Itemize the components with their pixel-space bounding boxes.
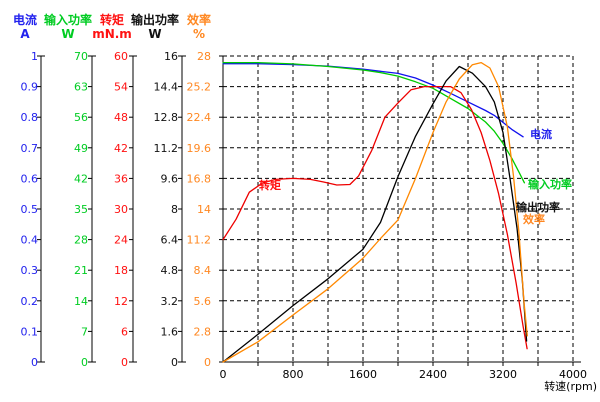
axis-header-torque: 转矩 mN.m [72,13,152,41]
y-tick-label-input_power: 14 [74,295,88,308]
axis-header-input-power: 输入功率 W [28,13,108,41]
y-tick-label-input_power: 56 [74,111,88,124]
x-tick-label: 1600 [349,368,377,381]
y-tick-label-efficiency: 16.8 [187,172,212,185]
axis-unit-output-power: W [148,27,162,41]
y-tick-label-output_power: 3.2 [161,295,179,308]
y-tick-label-efficiency: 0 [204,356,211,369]
y-tick-label-torque: 24 [114,234,128,247]
y-tick-label-output_power: 1.6 [161,325,179,338]
y-tick-label-current: 0.2 [21,295,39,308]
y-tick-label-current: 0.7 [21,142,39,155]
x-tick-label: 800 [283,368,304,381]
y-tick-label-output_power: 11.2 [154,142,179,155]
y-tick-label-efficiency: 8.4 [194,264,212,277]
axis-name-output-power: 输出功率 [130,13,179,27]
y-tick-label-torque: 0 [121,356,128,369]
axis-name-efficiency: 效率 [186,13,211,27]
axis-name-input-power: 输入功率 [43,13,92,27]
y-tick-label-current: 0.8 [21,111,39,124]
curve-label-input_power: 输入功率 [528,177,572,191]
y-tick-label-input_power: 28 [74,234,88,247]
y-tick-label-efficiency: 28 [197,50,211,63]
x-tick-label: 0 [220,368,227,381]
x-axis-title: 转速(rpm) [544,379,597,393]
y-tick-label-output_power: 9.6 [161,172,179,185]
y-tick-label-torque: 18 [114,264,128,277]
y-tick-label-input_power: 49 [74,142,88,155]
y-tick-label-efficiency: 2.8 [194,325,212,338]
y-tick-label-efficiency: 22.4 [187,111,212,124]
y-tick-label-torque: 42 [114,142,128,155]
series-curve-output_power [222,65,528,363]
y-tick-label-torque: 30 [114,203,128,216]
y-tick-label-input_power: 70 [74,50,88,63]
y-tick-label-current: 0.9 [21,81,39,94]
axis-header-current: 电流 A [0,13,65,41]
y-tick-label-output_power: 12.8 [154,111,179,124]
curve-label-efficiency: 效率 [523,212,545,226]
x-tick-label: 2400 [419,368,447,381]
y-tick-label-input_power: 42 [74,172,88,185]
x-tick-label: 3200 [489,368,517,381]
y-tick-label-efficiency: 25.2 [187,81,212,94]
y-tick-label-torque: 12 [114,295,128,308]
y-tick-label-efficiency: 11.2 [187,234,212,247]
y-tick-label-efficiency: 5.6 [194,295,212,308]
y-tick-label-output_power: 14.4 [154,81,179,94]
axis-header-efficiency: 效率 % [159,13,239,41]
y-tick-label-current: 0.6 [21,172,39,185]
y-tick-label-current: 0.5 [21,203,39,216]
axis-unit-input-power: W [61,27,75,41]
y-tick-label-input_power: 35 [74,203,88,216]
series-curve-efficiency [222,61,528,363]
y-tick-label-current: 0 [31,356,38,369]
y-tick-label-input_power: 21 [74,264,88,277]
axis-name-current: 电流 [12,13,37,27]
y-tick-label-torque: 60 [114,50,128,63]
y-tick-label-input_power: 0 [81,356,88,369]
y-tick-label-output_power: 6.4 [161,234,179,247]
series-curve-torque [222,85,528,350]
curve-label-output_power: 输出功率 [516,200,560,214]
y-tick-label-torque: 6 [121,325,128,338]
y-tick-label-current: 0.1 [21,325,39,338]
axis-unit-current: A [20,27,30,41]
y-tick-label-output_power: 4.8 [161,264,179,277]
axis-header-output-power: 输出功率 W [115,13,195,41]
y-tick-label-output_power: 16 [164,50,178,63]
curve-label-torque-inline: 转矩 [259,178,281,192]
y-tick-label-input_power: 7 [81,325,88,338]
y-tick-label-input_power: 63 [74,81,88,94]
curve-label-current: 电流 [530,127,552,141]
y-tick-label-current: 0.4 [21,234,39,247]
y-tick-label-torque: 36 [114,172,128,185]
y-tick-label-current: 1 [31,50,38,63]
axis-name-torque: 转矩 [99,13,124,27]
axis-unit-torque: mN.m [92,27,132,41]
y-tick-label-torque: 48 [114,111,128,124]
y-tick-label-output_power: 8 [171,203,178,216]
y-tick-label-output_power: 0 [171,356,178,369]
y-tick-label-efficiency: 19.6 [187,142,212,155]
y-tick-label-current: 0.3 [21,264,39,277]
axis-unit-efficiency: % [192,27,206,41]
y-tick-label-torque: 54 [114,81,128,94]
x-tick-label: 4000 [559,368,587,381]
y-tick-label-efficiency: 14 [197,203,211,216]
